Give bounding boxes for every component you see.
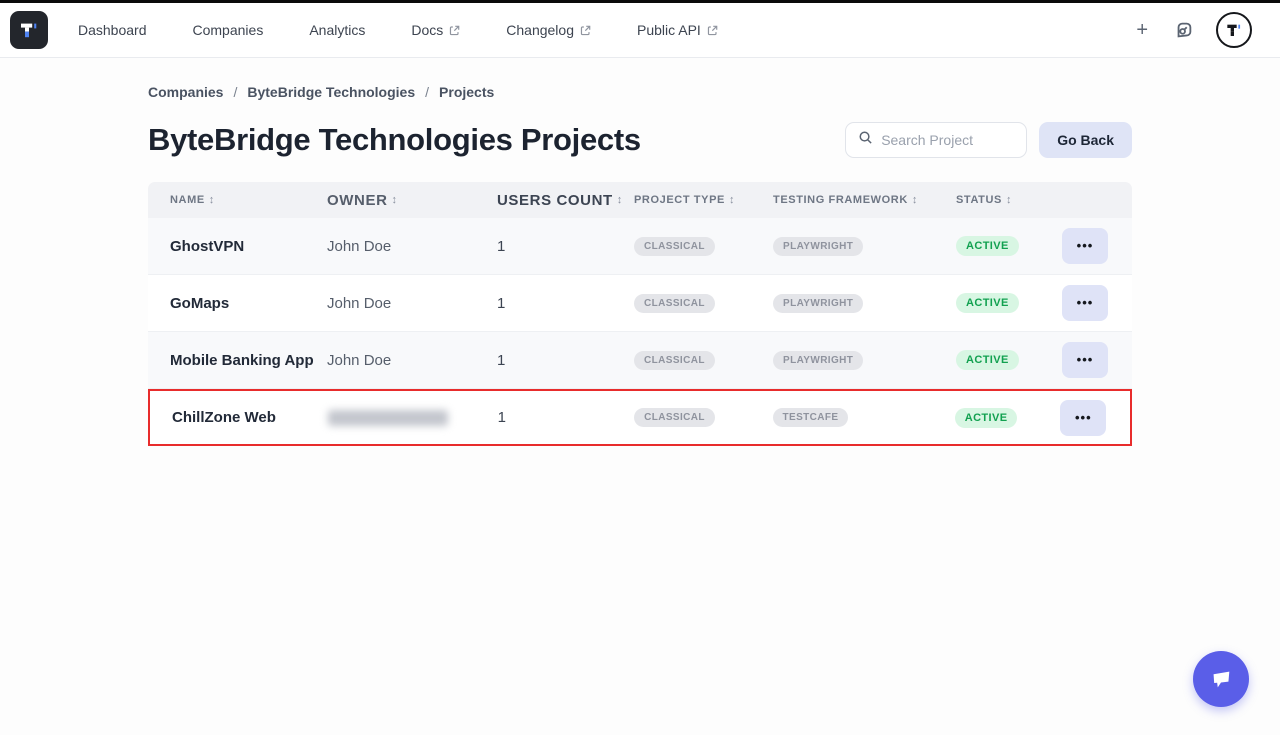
project-owner: John Doe — [327, 237, 392, 255]
header-status[interactable]: Status ↕ — [956, 194, 1013, 206]
project-name[interactable]: Mobile Banking App — [170, 351, 314, 369]
top-navigation: Dashboard Companies Analytics Docs Chang… — [0, 3, 1280, 58]
table-header-row: Name ↕ Owner ↕ Users count ↕ Project type ↕ … — [148, 182, 1132, 218]
external-link-icon — [580, 25, 591, 36]
go-back-button[interactable]: Go Back — [1039, 122, 1132, 158]
sort-icon: ↕ — [911, 194, 918, 206]
testing-framework-badge: PLAYWRIGHT — [773, 350, 864, 370]
search-project-box[interactable] — [845, 122, 1028, 158]
nav-item-changelog[interactable]: Changelog — [506, 22, 591, 38]
project-users-count: 1 — [497, 294, 506, 312]
nav-item-docs[interactable]: Docs — [411, 22, 460, 38]
project-type-badge: CLASSICAL — [634, 236, 715, 256]
chat-bubble-icon — [1213, 671, 1230, 688]
sort-icon: ↕ — [391, 194, 398, 206]
sort-icon: ↕ — [1005, 194, 1013, 206]
project-name[interactable]: GoMaps — [170, 294, 230, 312]
sort-icon: ↕ — [728, 194, 736, 206]
row-actions-button[interactable]: ••• — [1062, 285, 1108, 321]
testing-framework-badge: PLAYWRIGHT — [773, 236, 864, 256]
row-actions-button[interactable]: ••• — [1060, 399, 1107, 436]
header-users-count[interactable]: Users count ↕ — [497, 191, 623, 209]
external-link-icon — [449, 25, 460, 36]
nav-item-analytics[interactable]: Analytics — [309, 22, 366, 38]
user-avatar[interactable] — [1216, 12, 1252, 48]
row-actions-button[interactable]: ••• — [1062, 342, 1108, 378]
nav-item-dashboard[interactable]: Dashboard — [78, 22, 147, 38]
project-users-count: 1 — [497, 237, 506, 255]
projects-table: Name ↕ Owner ↕ Users count ↕ Project type ↕ … — [148, 182, 1132, 446]
header-project-type[interactable]: Project type ↕ — [634, 194, 736, 206]
nav-right-actions: + — [1132, 12, 1252, 48]
project-name[interactable]: GhostVPN — [170, 237, 245, 255]
testing-framework-badge: PLAYWRIGHT — [773, 293, 864, 313]
nav-links: Dashboard Companies Analytics Docs Chang… — [78, 22, 1132, 38]
external-link-icon — [707, 25, 718, 36]
breadcrumb: Companies / ByteBridge Technologies / Pr… — [148, 84, 1132, 100]
project-name[interactable]: ChillZone Web — [172, 409, 276, 426]
add-button[interactable]: + — [1132, 18, 1152, 42]
status-badge: ACTIVE — [956, 350, 1019, 370]
breadcrumb-company[interactable]: ByteBridge Technologies — [247, 84, 416, 100]
nav-item-companies[interactable]: Companies — [192, 22, 264, 38]
table-row[interactable]: GhostVPN John Doe 1 CLASSICAL PLAYWRIGHT… — [148, 218, 1132, 275]
breadcrumb-companies[interactable]: Companies — [148, 84, 224, 100]
testing-framework-badge: TESTCAFE — [772, 408, 849, 427]
toolbar: Go Back — [845, 122, 1132, 158]
project-owner: John Doe — [327, 294, 392, 312]
search-project-input[interactable] — [881, 132, 1015, 148]
table-row-highlighted[interactable]: ChillZone Web 1 CLASSICAL TESTCAFE ACTIV… — [148, 389, 1132, 446]
page-title: ByteBridge Technologies Projects — [148, 122, 641, 157]
breadcrumb-separator: / — [233, 84, 238, 100]
project-owner-redacted — [328, 409, 497, 426]
project-type-badge: CLASSICAL — [634, 293, 715, 313]
header-owner[interactable]: Owner ↕ — [327, 191, 398, 209]
project-type-badge: CLASSICAL — [634, 408, 715, 427]
redacted-owner-bar — [328, 409, 449, 426]
table-row[interactable]: GoMaps John Doe 1 CLASSICAL PLAYWRIGHT A… — [148, 275, 1132, 332]
header-name[interactable]: Name ↕ — [170, 194, 215, 206]
breadcrumb-projects[interactable]: Projects — [439, 84, 495, 100]
nav-item-public-api[interactable]: Public API — [637, 22, 718, 38]
sort-icon: ↕ — [616, 194, 623, 206]
status-badge: ACTIVE — [956, 236, 1019, 256]
breadcrumb-separator: / — [425, 84, 430, 100]
status-badge: ACTIVE — [956, 293, 1019, 313]
title-row: ByteBridge Technologies Projects Go Back — [148, 122, 1132, 158]
project-search-icon[interactable] — [1174, 20, 1194, 40]
avatar-logo-icon — [1227, 24, 1241, 36]
table-row[interactable]: Mobile Banking App John Doe 1 CLASSICAL … — [148, 332, 1132, 389]
project-owner: John Doe — [327, 351, 392, 369]
project-users-count: 1 — [497, 409, 506, 426]
brand-logo-icon — [21, 23, 37, 38]
sort-icon: ↕ — [208, 194, 215, 206]
project-type-badge: CLASSICAL — [634, 350, 715, 370]
brand-logo[interactable] — [10, 11, 48, 49]
main-content: Companies / ByteBridge Technologies / Pr… — [0, 58, 1280, 446]
chat-widget-button[interactable] — [1193, 651, 1249, 707]
search-icon — [858, 130, 873, 150]
project-users-count: 1 — [497, 351, 506, 369]
row-actions-button[interactable]: ••• — [1062, 228, 1108, 264]
status-badge: ACTIVE — [954, 407, 1018, 428]
header-testing-framework[interactable]: Testing framework ↕ — [773, 194, 918, 206]
top-strip — [0, 0, 1280, 3]
